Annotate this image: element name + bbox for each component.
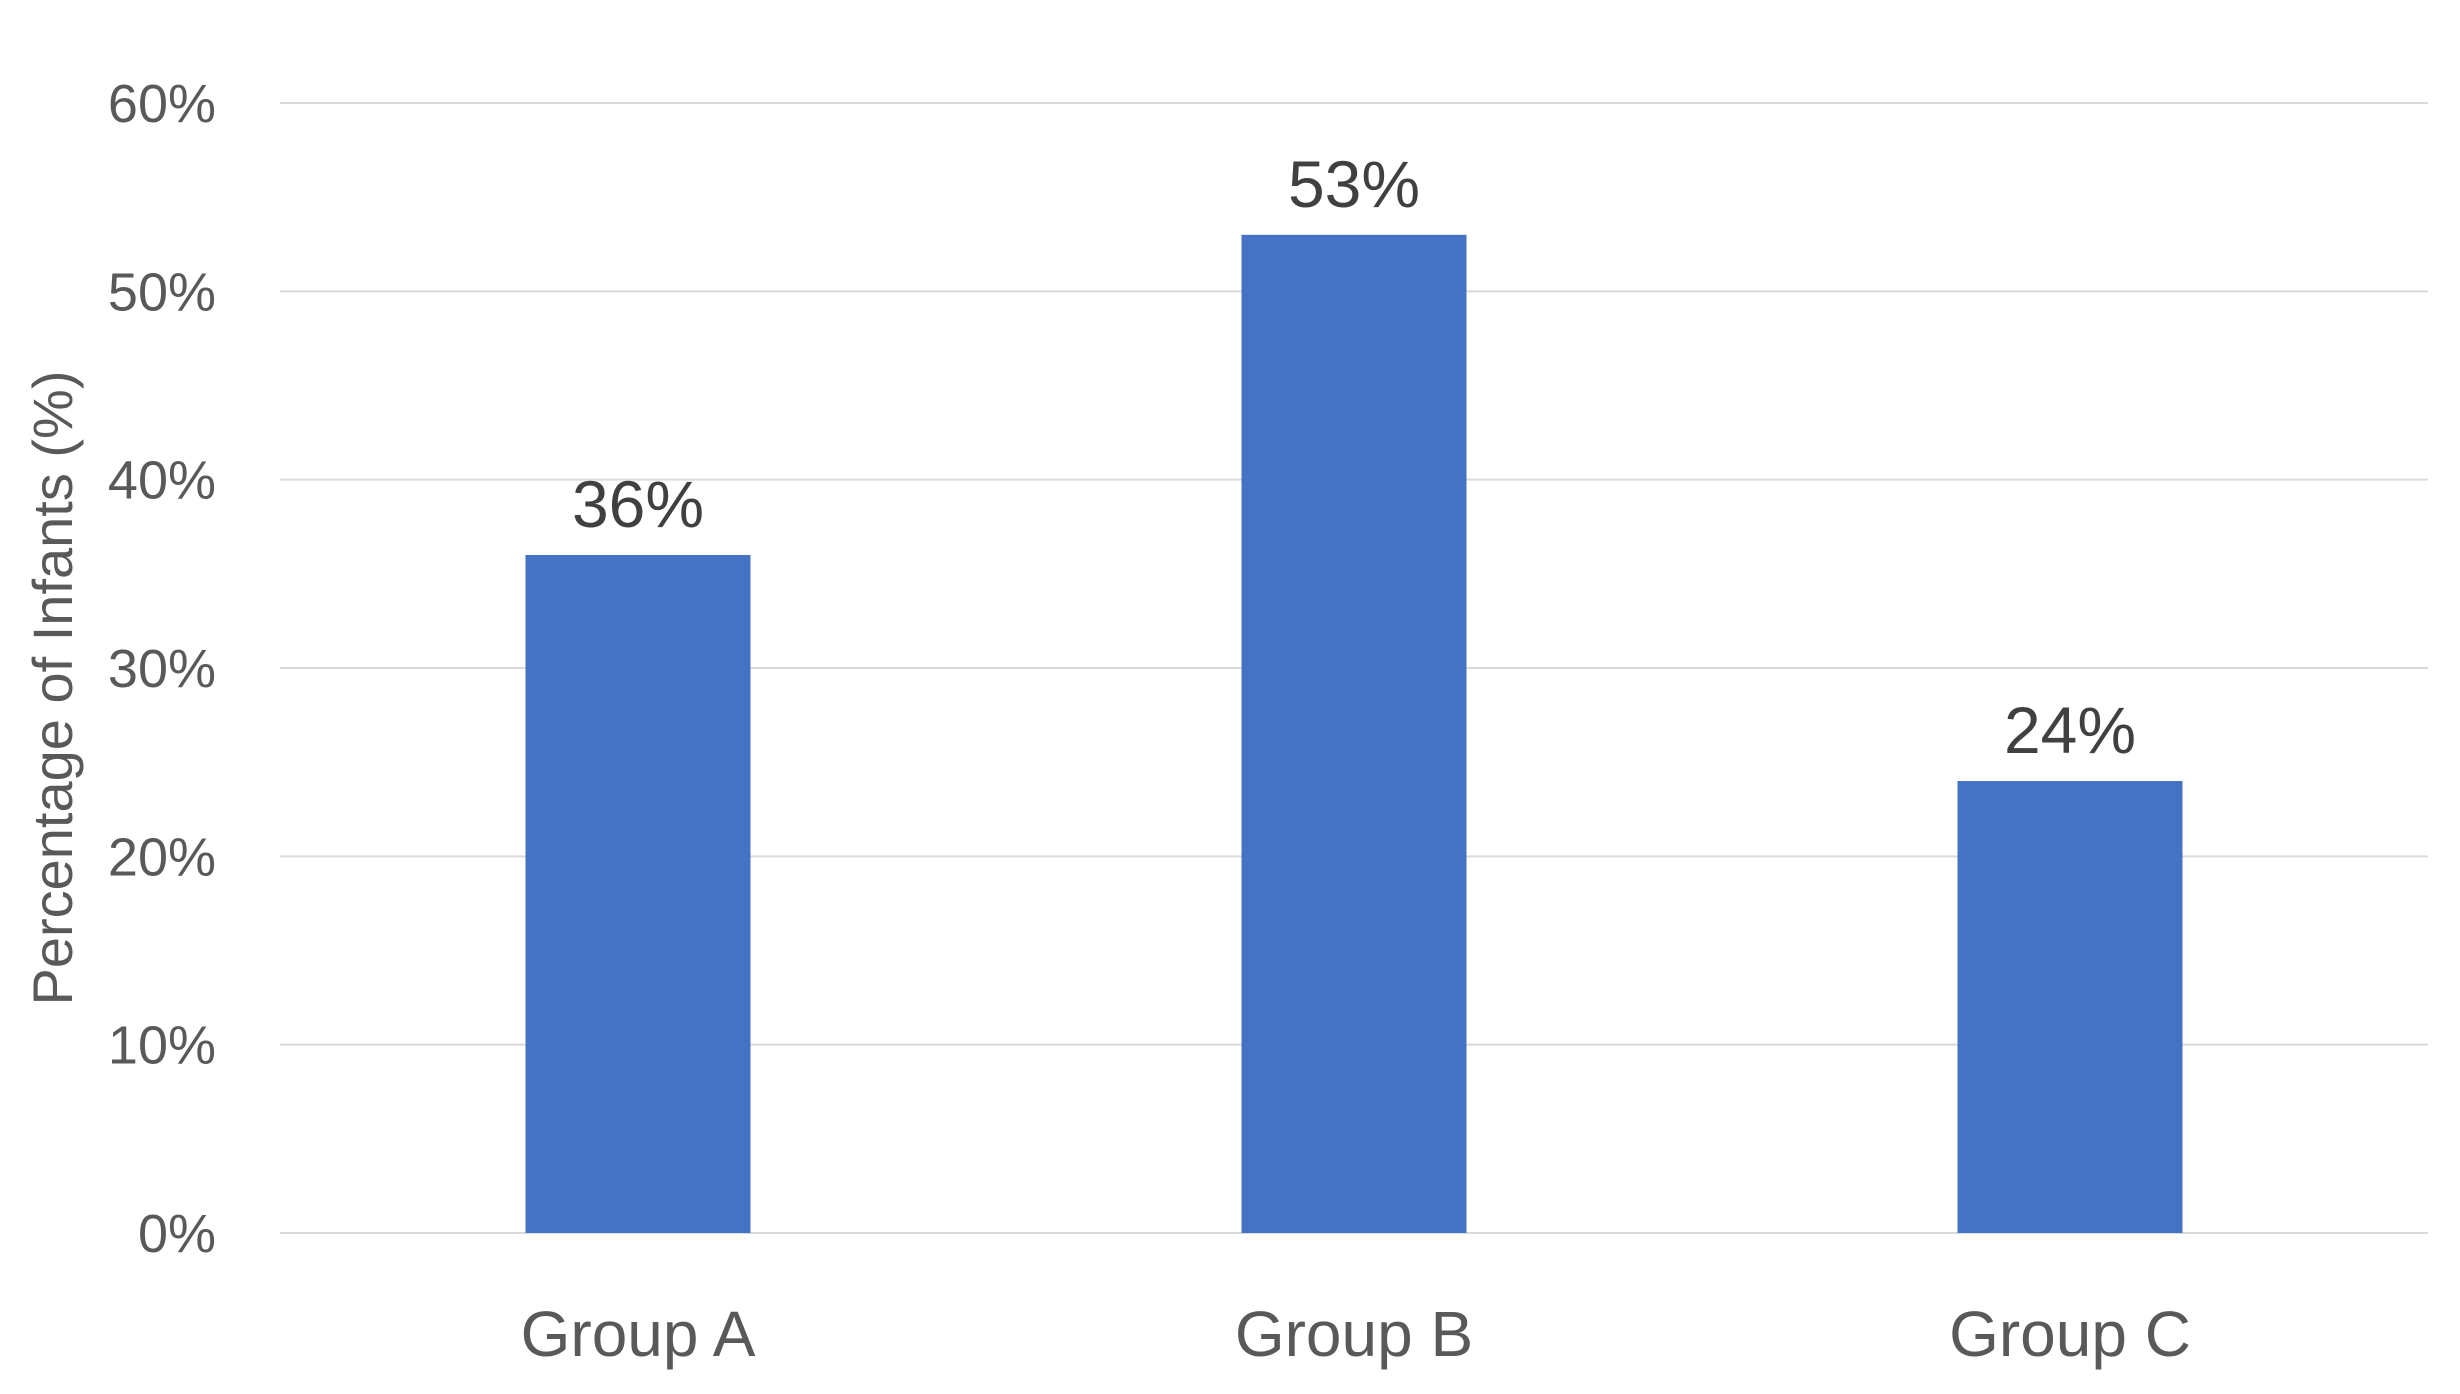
x-category-label: Group B (1235, 1298, 1473, 1370)
bar (525, 555, 751, 1233)
y-tick-label: 40% (108, 451, 216, 511)
y-tick-label: 60% (108, 74, 216, 134)
y-tick-label: 10% (108, 1016, 216, 1076)
bar (1957, 781, 2183, 1233)
data-labels: 36% 53% 24% (572, 147, 2136, 767)
y-tick-label: 20% (108, 827, 216, 887)
y-axis-ticks: 0% 10% 20% 30% 40% 50% 60% (108, 74, 216, 1264)
y-tick-label: 0% (138, 1204, 216, 1264)
bar (1241, 234, 1467, 1234)
y-axis-title: Percentage of Infants (%) (21, 370, 84, 1005)
x-category-label: Group C (1949, 1298, 2191, 1370)
y-tick-label: 30% (108, 639, 216, 699)
x-axis-categories: Group A Group B Group C (521, 1298, 2191, 1370)
y-tick-label: 50% (108, 262, 216, 322)
data-label: 53% (1288, 147, 1420, 221)
data-label: 36% (572, 467, 704, 541)
data-label: 24% (2004, 693, 2136, 767)
bars (525, 234, 2183, 1234)
x-category-label: Group A (521, 1298, 756, 1370)
